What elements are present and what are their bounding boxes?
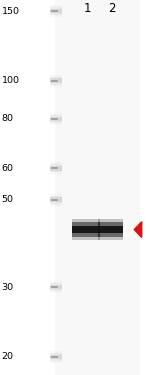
- Text: 1: 1: [84, 2, 92, 15]
- Text: 60: 60: [2, 164, 14, 173]
- Text: 80: 80: [2, 114, 14, 123]
- Bar: [55, 0, 140, 375]
- Text: 30: 30: [2, 283, 14, 292]
- Text: 100: 100: [2, 76, 20, 85]
- Text: 50: 50: [2, 195, 14, 204]
- Polygon shape: [134, 222, 142, 237]
- Text: 150: 150: [2, 7, 20, 16]
- Text: 2: 2: [108, 2, 116, 15]
- Text: 20: 20: [2, 352, 14, 362]
